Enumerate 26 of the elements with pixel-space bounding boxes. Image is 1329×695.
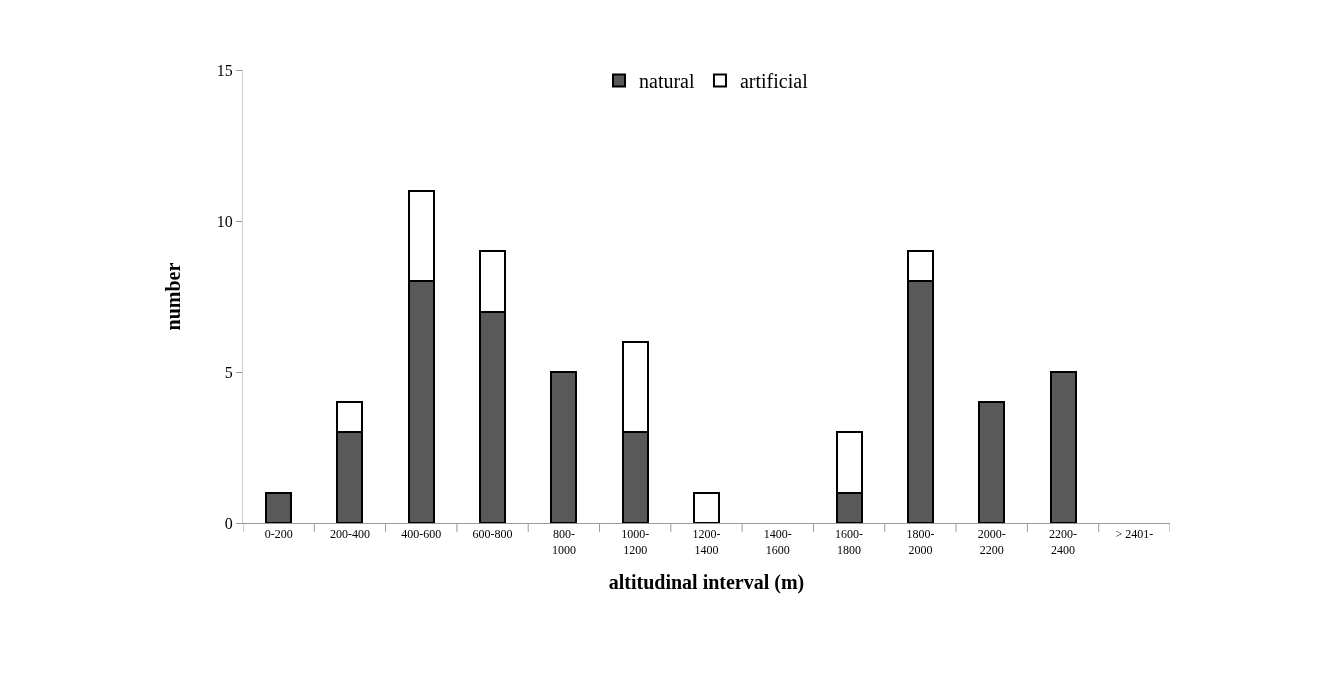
x-tick-label: 0-200 — [264, 527, 293, 542]
x-tick-label: 1200-1400 — [692, 527, 721, 557]
bar — [1049, 371, 1077, 523]
x-tick-label: 2000-2200 — [977, 527, 1006, 557]
x-axis-title: altitudinal interval (m) — [608, 570, 805, 594]
bar — [550, 371, 578, 523]
x-tick-label: 2200-2400 — [1049, 527, 1078, 557]
x-tick-label: 1600-1800 — [835, 527, 864, 557]
x-tick-label: 600-800 — [472, 527, 513, 542]
y-tick-label: 10 — [216, 212, 233, 230]
y-tick-label: 5 — [224, 363, 233, 381]
bar — [978, 401, 1006, 523]
legend-label: artificial — [739, 70, 809, 93]
bar — [265, 491, 293, 523]
x-tick-label: 800-1000 — [551, 527, 576, 557]
y-tick-label: 0 — [224, 514, 233, 532]
x-tick-label: 200-400 — [329, 527, 370, 542]
x-tick-label: > 2401- — [1115, 527, 1154, 542]
x-tick-label: 1400-1600 — [763, 527, 792, 557]
y-axis-title: number — [162, 262, 185, 331]
x-tick-label: 400-600 — [401, 527, 442, 542]
x-tick-label: 1800-2000 — [906, 527, 935, 557]
bar — [693, 491, 720, 523]
y-tick-label: 15 — [216, 61, 233, 79]
x-tick-label: 1000-1200 — [621, 527, 650, 557]
legend-label: natural — [639, 70, 695, 93]
